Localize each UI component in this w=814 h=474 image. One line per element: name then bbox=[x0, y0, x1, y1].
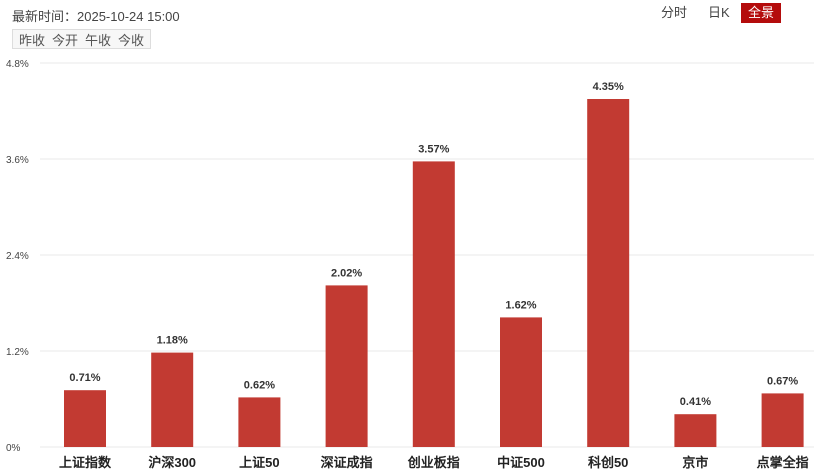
legend-open: 今开 bbox=[52, 32, 79, 48]
y-tick-label: 2.4% bbox=[6, 251, 29, 262]
x-tick-label: 创业板指 bbox=[407, 455, 460, 470]
bar bbox=[587, 99, 630, 447]
x-tick-label: 科创50 bbox=[588, 455, 628, 470]
data-label: 0.71% bbox=[69, 372, 100, 384]
x-tick-label: 点掌全指 bbox=[757, 455, 809, 470]
legend-midday-close: 午收 bbox=[85, 32, 112, 48]
bar bbox=[500, 317, 542, 447]
tab-overview[interactable]: 全景 bbox=[741, 3, 782, 23]
x-tick-label: 中证500 bbox=[497, 455, 545, 470]
data-label: 1.18% bbox=[157, 335, 188, 347]
bar bbox=[761, 393, 804, 447]
x-tick-label: 上证50 bbox=[239, 455, 279, 470]
y-tick-label: 4.8% bbox=[6, 59, 29, 70]
y-tick-label: 0% bbox=[6, 443, 21, 454]
data-label: 3.57% bbox=[418, 143, 449, 155]
y-tick-label: 3.6% bbox=[6, 155, 29, 166]
bar bbox=[64, 390, 106, 447]
legend: 昨收 今开 午收 今收 bbox=[12, 29, 152, 49]
bar bbox=[674, 414, 717, 447]
data-label: 0.41% bbox=[680, 396, 711, 408]
tab-daily-k[interactable]: 日K bbox=[708, 5, 730, 20]
bar bbox=[151, 352, 194, 447]
legend-prev-close: 昨收 bbox=[19, 32, 46, 48]
bar bbox=[325, 285, 368, 447]
tab-intraday[interactable]: 分时 bbox=[661, 5, 688, 20]
data-label: 2.02% bbox=[331, 267, 362, 279]
x-tick-label: 京市 bbox=[682, 455, 708, 470]
x-tick-label: 上证指数 bbox=[59, 455, 112, 470]
bar bbox=[238, 397, 281, 447]
y-tick-label: 1.2% bbox=[6, 347, 29, 358]
data-label: 0.62% bbox=[244, 379, 275, 391]
data-label: 0.67% bbox=[767, 375, 798, 387]
x-tick-label: 深证成指 bbox=[321, 455, 373, 470]
bar bbox=[412, 161, 455, 447]
data-label: 1.62% bbox=[505, 299, 536, 311]
latest-time: 最新时间：2025-10-24 15:00 bbox=[12, 9, 180, 24]
data-label: 4.35% bbox=[593, 81, 624, 93]
x-tick-label: 沪深300 bbox=[148, 455, 196, 470]
legend-close: 今收 bbox=[118, 32, 145, 48]
